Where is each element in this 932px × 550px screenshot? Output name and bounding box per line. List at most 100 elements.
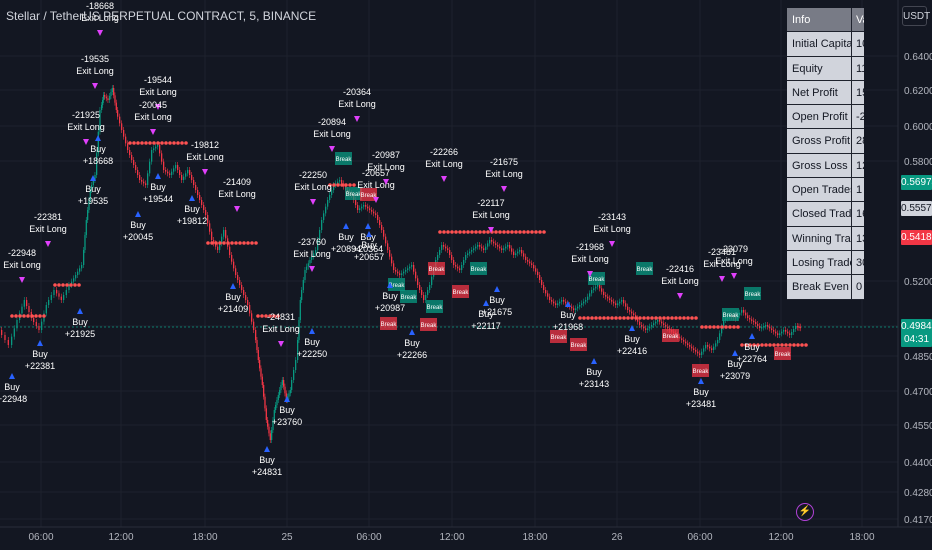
- stop-marker: [602, 316, 606, 320]
- candle-body: [717, 340, 719, 344]
- exit-label: Exit Long: [76, 66, 114, 76]
- buy-arrow: [565, 301, 571, 307]
- candle-body: [60, 296, 62, 300]
- exit-pnl-label: -23481: [708, 247, 736, 257]
- exit-pnl-label: -18668: [86, 1, 114, 11]
- stop-marker: [132, 141, 136, 145]
- stop-marker: [486, 230, 490, 234]
- buy-label: Buy: [150, 182, 166, 192]
- candle-body: [619, 301, 621, 304]
- candle-body: [713, 346, 715, 350]
- candle-body: [302, 280, 304, 290]
- stats-label: Closed Trades: [787, 202, 852, 226]
- buy-label: Buy: [130, 220, 146, 230]
- buy-arrow: [732, 350, 738, 356]
- stats-row: Losing Trades 30: [787, 250, 864, 276]
- candle-body: [697, 351, 699, 354]
- candle-body: [276, 400, 278, 405]
- candle-body: [695, 350, 697, 352]
- candle-body: [563, 300, 565, 302]
- candle-body: [761, 327, 763, 329]
- candle-body: [239, 280, 241, 285]
- candle-body: [421, 290, 423, 295]
- candle-body: [423, 295, 425, 300]
- stop-marker: [57, 283, 61, 287]
- candle-body: [613, 301, 615, 304]
- buy-label: Buy: [478, 309, 494, 319]
- time-tick-label: 12:00: [108, 532, 133, 543]
- candle-body: [457, 266, 459, 269]
- stop-marker: [732, 325, 736, 329]
- stop-marker: [682, 316, 686, 320]
- stop-marker: [748, 343, 752, 347]
- candle-body: [513, 251, 515, 255]
- candle-body: [653, 323, 655, 325]
- candle-body: [371, 210, 373, 212]
- lightning-icon[interactable]: ⚡: [796, 503, 814, 521]
- stop-marker: [594, 316, 598, 320]
- candle-body: [325, 206, 327, 214]
- buy-pnl-label: +20045: [123, 232, 153, 242]
- stats-row: Equity 115627.64: [787, 56, 864, 81]
- exit-label: Exit Long: [338, 99, 376, 109]
- candle-body: [201, 200, 203, 205]
- candle-body: [373, 211, 375, 214]
- candle-body: [259, 360, 261, 369]
- buy-pnl-label: +20894: [331, 244, 361, 254]
- candle-body: [687, 343, 689, 345]
- exit-pnl-label: -20364: [343, 87, 371, 97]
- candle-body: [269, 433, 271, 440]
- stop-marker: [160, 141, 164, 145]
- buy-label: Buy: [85, 184, 101, 194]
- candle-body: [96, 153, 98, 175]
- stop-marker: [268, 314, 272, 318]
- candle-body: [781, 331, 783, 334]
- exit-arrow: [234, 206, 240, 212]
- stop-marker: [184, 141, 188, 145]
- stats-label: Winning Trades: [787, 226, 852, 250]
- exit-pnl-label: -22948: [8, 248, 36, 258]
- time-tick-label: 18:00: [192, 532, 217, 543]
- candle-body: [367, 206, 369, 209]
- currency-button[interactable]: USDT: [902, 6, 930, 26]
- buy-label: Buy: [361, 240, 377, 250]
- stop-marker: [686, 316, 690, 320]
- candle-body: [1, 330, 3, 335]
- price-tag: 04:31: [901, 332, 932, 347]
- stop-marker: [53, 283, 57, 287]
- candle-body: [381, 225, 383, 230]
- symbol-title[interactable]: Stellar / TetherUS PERPETUAL CONTRACT, 5…: [6, 9, 317, 23]
- candle-body: [309, 260, 311, 264]
- candle-body: [103, 95, 105, 100]
- break-box: [588, 272, 605, 285]
- stop-marker: [348, 183, 352, 187]
- candle-body: [473, 248, 475, 250]
- stop-marker: [336, 183, 340, 187]
- candle-body: [715, 343, 717, 347]
- stop-marker: [77, 283, 81, 287]
- buy-arrow: [309, 328, 315, 334]
- stop-marker: [630, 316, 634, 320]
- candle-body: [304, 270, 306, 280]
- exit-pnl-label: -23079: [720, 244, 748, 254]
- stats-label: Gross Loss: [787, 153, 852, 178]
- candle-body: [16, 320, 18, 329]
- stop-marker: [578, 316, 582, 320]
- candle-body: [179, 170, 181, 175]
- candle-body: [769, 326, 771, 329]
- candle-body: [429, 285, 431, 290]
- stop-marker: [590, 316, 594, 320]
- stop-marker: [800, 343, 804, 347]
- exit-pnl-label: -22266: [430, 147, 458, 157]
- candle-body: [139, 175, 141, 180]
- candle-body: [397, 271, 399, 274]
- stop-marker: [658, 316, 662, 320]
- candle-body: [753, 320, 755, 323]
- stop-marker: [18, 314, 22, 318]
- candle-body: [143, 181, 145, 184]
